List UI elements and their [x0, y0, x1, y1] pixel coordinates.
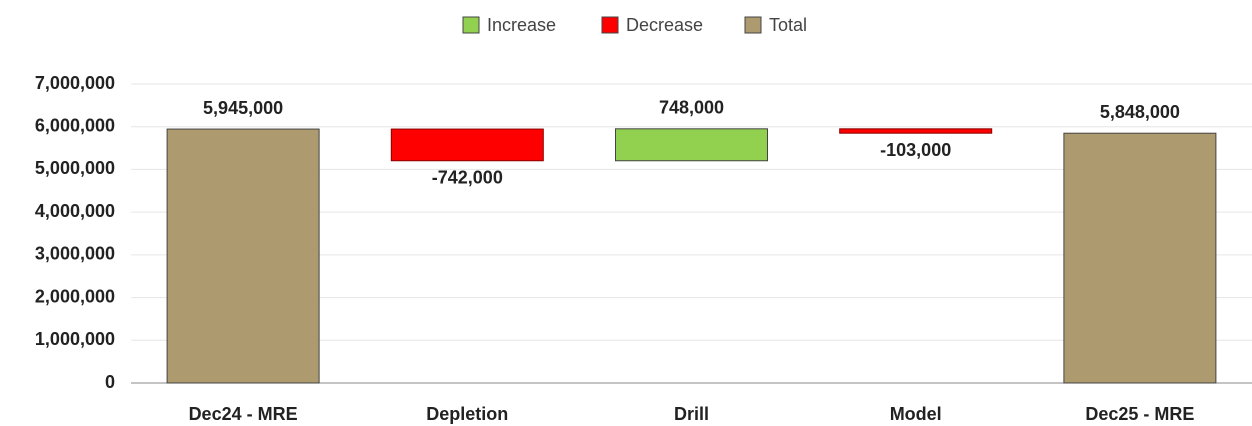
y-tick-label: 3,000,000: [35, 244, 115, 264]
y-tick-label: 4,000,000: [35, 201, 115, 221]
x-tick-label: Dec25 - MRE: [1085, 404, 1194, 424]
bar: [1063, 132, 1217, 384]
bar: [839, 128, 993, 134]
value-label: 5,945,000: [203, 98, 283, 118]
y-tick-label: 5,000,000: [35, 158, 115, 178]
bar: [166, 128, 320, 384]
x-tick-label: Dec24 - MRE: [189, 404, 298, 424]
legend-swatch: [744, 16, 762, 34]
legend-label: Increase: [487, 15, 556, 35]
value-label: -742,000: [432, 168, 503, 188]
legend-swatch: [601, 16, 619, 34]
y-tick-label: 7,000,000: [35, 73, 115, 93]
x-tick-label: Drill: [674, 404, 709, 424]
bar: [615, 128, 768, 162]
legend-label: Total: [769, 15, 807, 35]
value-label: 5,848,000: [1100, 102, 1180, 122]
y-tick-label: 1,000,000: [35, 329, 115, 349]
y-tick-label: 2,000,000: [35, 286, 115, 306]
legend-swatch: [462, 16, 480, 34]
y-tick-label: 0: [105, 372, 115, 392]
value-label: 748,000: [659, 98, 724, 118]
y-tick-label: 6,000,000: [35, 115, 115, 135]
x-tick-label: Model: [890, 404, 942, 424]
legend-label: Decrease: [626, 15, 703, 35]
value-label: -103,000: [880, 140, 951, 160]
bar: [390, 128, 544, 162]
x-tick-label: Depletion: [426, 404, 508, 424]
